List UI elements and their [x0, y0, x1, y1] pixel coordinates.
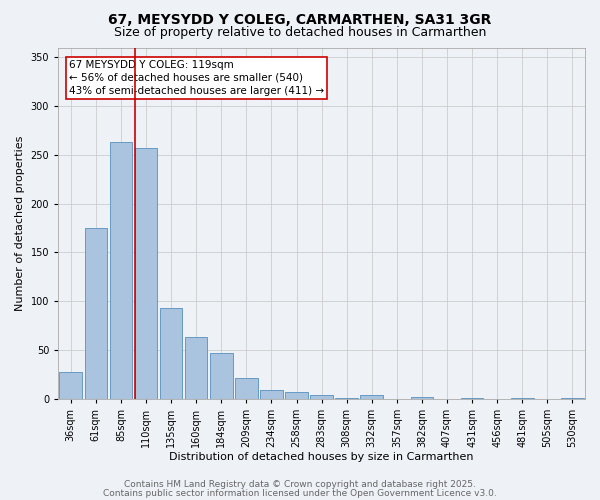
Text: 67 MEYSYDD Y COLEG: 119sqm
← 56% of detached houses are smaller (540)
43% of sem: 67 MEYSYDD Y COLEG: 119sqm ← 56% of deta… [69, 60, 324, 96]
Text: 67, MEYSYDD Y COLEG, CARMARTHEN, SA31 3GR: 67, MEYSYDD Y COLEG, CARMARTHEN, SA31 3G… [109, 12, 491, 26]
Bar [410, 396, 433, 398]
Bar [310, 394, 333, 398]
Bar [59, 372, 82, 398]
Bar [235, 378, 257, 398]
Bar [361, 394, 383, 398]
Bar [110, 142, 132, 399]
Text: Contains HM Land Registry data © Crown copyright and database right 2025.: Contains HM Land Registry data © Crown c… [124, 480, 476, 489]
Y-axis label: Number of detached properties: Number of detached properties [15, 136, 25, 310]
Bar [260, 390, 283, 398]
Bar [210, 352, 233, 399]
Bar [135, 148, 157, 399]
Bar [160, 308, 182, 398]
Bar [85, 228, 107, 398]
X-axis label: Distribution of detached houses by size in Carmarthen: Distribution of detached houses by size … [169, 452, 474, 462]
Bar [285, 392, 308, 398]
Bar [185, 337, 208, 398]
Text: Contains public sector information licensed under the Open Government Licence v3: Contains public sector information licen… [103, 488, 497, 498]
Text: Size of property relative to detached houses in Carmarthen: Size of property relative to detached ho… [114, 26, 486, 39]
